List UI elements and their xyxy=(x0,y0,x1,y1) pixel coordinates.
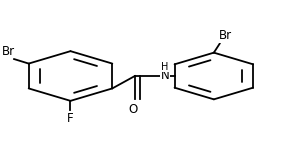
Text: H: H xyxy=(161,62,169,72)
Text: Br: Br xyxy=(2,45,15,58)
Text: Br: Br xyxy=(218,29,232,42)
Text: F: F xyxy=(67,112,74,125)
Text: O: O xyxy=(128,103,137,116)
Text: N: N xyxy=(160,69,169,82)
